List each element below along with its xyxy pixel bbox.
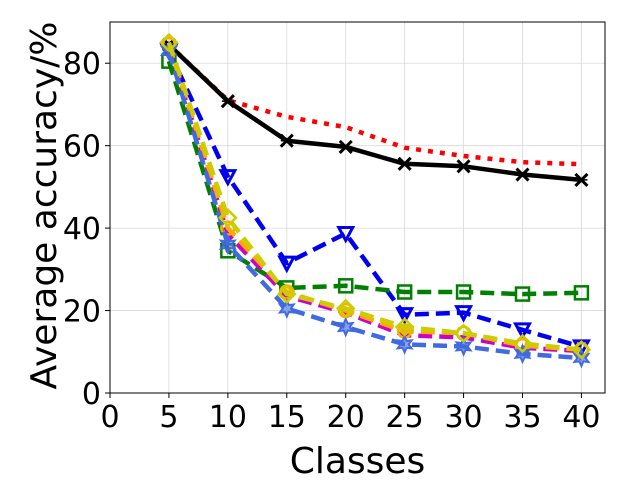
data-point-diamond [277,284,297,304]
data-point-star [454,335,473,357]
series-1 [167,43,582,167]
series-line [166,44,582,352]
x-tick-label: 15 [268,400,306,435]
series-line [166,41,582,352]
data-point-star [336,316,355,338]
data-point-square [573,285,590,301]
data-point-square [514,286,531,302]
data-point-diamond [218,208,238,228]
data-point-triangle-down [277,255,297,274]
data-point-star [277,298,296,319]
data-point-x [397,156,412,171]
x-tick-label: 20 [327,400,365,435]
data-point-diamond [512,333,533,354]
plot-frame [109,21,606,394]
data-point-star [513,343,532,365]
data-point-square [396,284,413,300]
y-axis-label: Average accuracy/% [24,21,65,389]
data-point-diamond [335,298,356,319]
x-tick-label: 35 [503,400,541,435]
data-point-square [455,284,472,300]
data-point-square [337,278,354,294]
data-point-triangle-down [218,169,238,187]
data-point-x [456,159,471,174]
y-tick-label: 20 [63,295,101,330]
x-axis-ticks: 0 5 10 15 20 25 30 35 40 [100,393,601,435]
data-point-star [395,333,414,355]
x-tick-label: 5 [159,400,178,435]
data-point-star [218,234,237,256]
data-point-diamond [453,323,474,343]
series-line [167,43,582,167]
series-3 [159,43,591,357]
data-point-x [220,94,235,109]
y-tick-label: 40 [63,212,101,247]
x-tick-label: 10 [209,400,247,435]
grid [109,22,605,394]
x-tick-label: 40 [562,400,600,435]
data-point-x [574,172,589,187]
data-point-diamond [394,317,415,337]
series-line [166,49,583,349]
x-axis-label: Classes [290,441,426,482]
data-point-diamond [571,339,592,360]
y-tick-label: 60 [63,130,101,165]
data-point-triangle-down [336,225,356,244]
y-tick-label: 0 [82,377,101,412]
x-tick-label: 25 [386,400,424,435]
y-tick-label: 80 [63,47,101,82]
x-tick-label: 30 [444,400,482,435]
data-point-x [515,167,530,182]
series-8 [159,32,592,360]
series-layer [159,32,592,369]
data-point-triangle-down [454,305,474,323]
series-5 [166,46,582,354]
series-line [166,46,582,354]
series-2 [161,37,589,187]
data-point-triangle-down [512,322,533,341]
series-line [167,43,582,183]
data-point-x [279,133,294,148]
series-7 [159,40,591,369]
data-point-x [338,139,353,154]
series-line [166,50,582,361]
y-axis-ticks: 0 20 40 60 80 [63,47,110,412]
data-point-triangle-down [395,307,415,325]
x-tick-label: 0 [100,400,119,435]
data-point-diamond [159,32,179,53]
series-6 [161,36,590,358]
